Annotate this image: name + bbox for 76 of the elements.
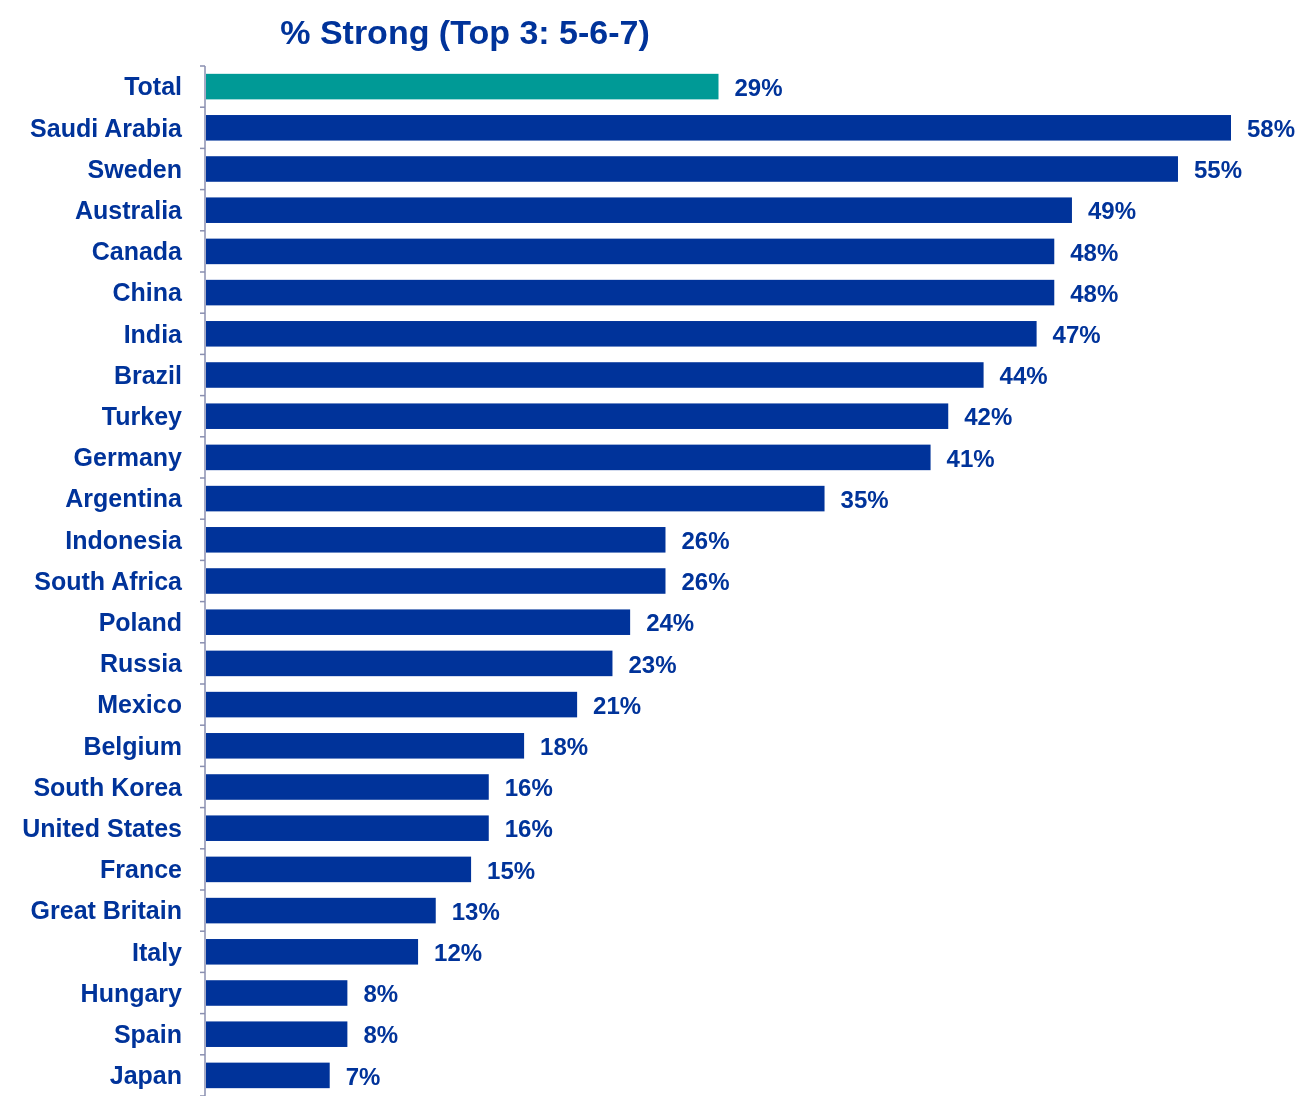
y-tick-label: Indonesia (65, 525, 184, 554)
data-label: 47% (1052, 320, 1101, 348)
data-label: 23% (628, 650, 677, 678)
y-tick-label: Argentina (65, 484, 184, 513)
data-label: 42% (964, 403, 1013, 431)
y-tick-label: Mexico (97, 690, 182, 719)
y-tick-label: Poland (98, 607, 182, 636)
data-label: 58% (1247, 114, 1296, 142)
y-tick-label: China (112, 278, 184, 307)
y-tick-label: Japan (109, 1061, 182, 1090)
bar (206, 197, 1072, 223)
bar (206, 485, 825, 512)
y-tick-label: Saudi Arabia (30, 113, 184, 142)
y-tick-label: India (123, 319, 184, 348)
data-label: 49% (1087, 197, 1136, 225)
bar (206, 403, 949, 429)
bar (206, 73, 719, 100)
bar (206, 897, 436, 924)
bar (206, 279, 1055, 306)
y-tick-label: Great Britain (30, 896, 182, 925)
bar (206, 980, 348, 1006)
y-tick-label: Italy (131, 937, 183, 966)
data-label: 16% (504, 774, 553, 802)
y-tick-label: Canada (91, 237, 184, 266)
y-tick-label: Sweden (87, 154, 182, 183)
y-tick-label: Belgium (83, 731, 182, 760)
y-tick-label: Spain (113, 1019, 182, 1048)
data-label: 18% (540, 732, 589, 760)
bar (206, 774, 489, 800)
data-label: 24% (646, 609, 695, 637)
bar (206, 444, 931, 471)
data-label: 44% (999, 362, 1048, 390)
bar (206, 650, 613, 677)
y-tick-label: South Africa (34, 566, 184, 595)
data-label: 48% (1070, 238, 1119, 266)
data-label: 55% (1193, 156, 1243, 184)
bar (206, 856, 472, 883)
bar (206, 321, 1037, 347)
y-tick-label: Brazil (113, 360, 182, 389)
bar (206, 939, 419, 965)
chart-title: % Strong (Top 3: 5-6-7) (280, 13, 650, 51)
data-label: 41% (946, 444, 995, 472)
y-tick-label: United States (22, 813, 182, 842)
bar (206, 527, 666, 553)
y-tick-label: Turkey (101, 401, 183, 430)
y-tick-label: Germany (73, 443, 183, 472)
bar (206, 362, 984, 388)
bar (206, 156, 1178, 182)
bar (206, 115, 1231, 141)
data-label: 16% (504, 815, 553, 843)
data-label: 12% (434, 938, 483, 966)
data-label: 26% (681, 526, 730, 554)
y-tick-label: South Korea (33, 772, 184, 801)
bar (206, 691, 578, 718)
bar (206, 609, 631, 635)
y-tick-label: Australia (75, 195, 184, 224)
y-tick-label: France (100, 855, 183, 884)
bar (206, 568, 666, 594)
bar (206, 1062, 330, 1089)
bar (206, 815, 489, 841)
data-label: 8% (363, 980, 399, 1008)
bar (206, 238, 1055, 265)
y-tick-label: Total (124, 72, 182, 101)
bar (206, 733, 525, 759)
y-tick-label: Hungary (80, 978, 183, 1007)
data-label: 13% (451, 897, 500, 925)
data-label: 35% (840, 485, 889, 513)
data-label: 26% (681, 568, 730, 596)
y-tick-label: Russia (100, 649, 184, 678)
data-label: 15% (487, 856, 536, 884)
data-label: 48% (1070, 279, 1119, 307)
bar (206, 1021, 348, 1047)
data-label: 29% (734, 73, 783, 101)
data-label: 21% (593, 691, 642, 719)
data-label: 7% (345, 1062, 381, 1090)
data-label: 8% (363, 1021, 399, 1049)
